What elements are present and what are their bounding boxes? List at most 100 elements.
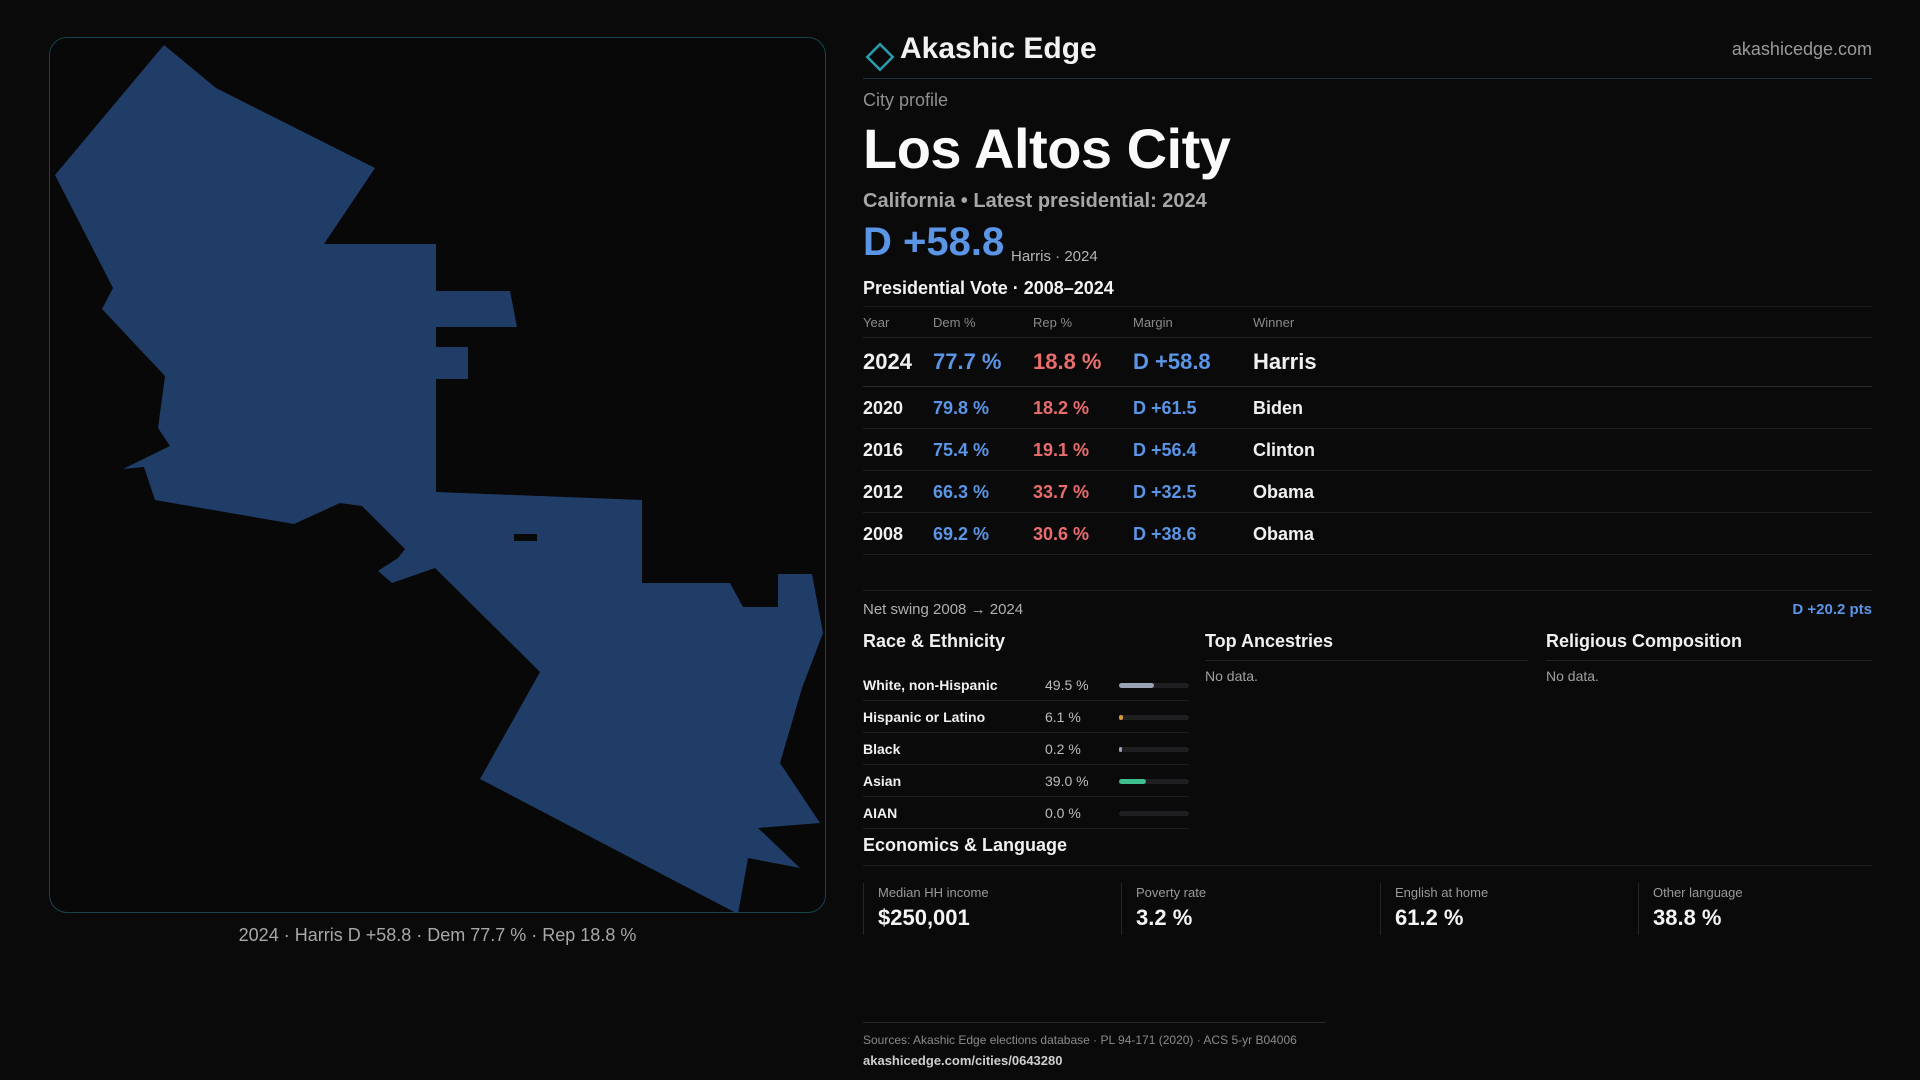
cell-winner: Obama xyxy=(1253,524,1315,544)
economics-section-title: Economics & Language xyxy=(863,835,1068,855)
table-row: 2016 75.4 % 19.1 % D +56.4 Clinton xyxy=(863,429,1872,471)
stat-label: Other language xyxy=(1653,885,1743,900)
vote-table-header: Year Dem % Rep % Margin Winner xyxy=(863,306,1872,338)
city-boundary-hole xyxy=(514,534,537,541)
col-header-year: Year xyxy=(863,315,890,330)
stat-card-poverty: Poverty rate 3.2 % xyxy=(1121,883,1371,935)
list-item: Asian 39.0 % xyxy=(863,764,1189,797)
stat-label: Median HH income xyxy=(878,885,989,900)
cell-margin: D +56.4 xyxy=(1133,440,1197,460)
race-bar-track xyxy=(1119,811,1189,816)
list-item: Black 0.2 % xyxy=(863,732,1189,765)
race-bar-track xyxy=(1119,779,1189,784)
race-bar-track xyxy=(1119,747,1189,752)
table-row: 2020 79.8 % 18.2 % D +61.5 Biden xyxy=(863,387,1872,429)
col-header-rep: Rep % xyxy=(1033,315,1073,330)
cell-winner: Harris xyxy=(1253,349,1317,374)
col-header-winner: Winner xyxy=(1253,315,1295,330)
headline-margin: D +58.8 xyxy=(863,220,1005,264)
ancestries-section-title: Top Ancestries xyxy=(1205,631,1334,651)
economics-divider xyxy=(863,865,1872,866)
race-value: 49.5 % xyxy=(1045,677,1089,693)
religion-section-title: Religious Composition xyxy=(1546,631,1742,651)
cell-dem: 75.4 % xyxy=(933,440,990,460)
vote-section-title: Presidential Vote · 2008–2024 xyxy=(863,278,1114,298)
cell-winner: Biden xyxy=(1253,398,1304,418)
cell-rep: 19.1 % xyxy=(1033,440,1090,460)
cell-dem: 79.8 % xyxy=(933,398,990,418)
stat-card-english: English at home 61.2 % xyxy=(1380,883,1630,935)
race-bar-fill xyxy=(1119,779,1147,784)
brand-site-link[interactable]: akashicedge.com xyxy=(1731,39,1872,59)
cell-rep: 18.8 % xyxy=(1033,349,1102,374)
race-value: 6.1 % xyxy=(1045,709,1081,725)
diamond-logo-icon xyxy=(865,42,895,72)
table-row: 2012 66.3 % 33.7 % D +32.5 Obama xyxy=(863,471,1872,513)
stat-value: 3.2 % xyxy=(1136,905,1193,930)
list-item: AIAN 0.0 % xyxy=(863,796,1189,829)
race-value: 39.0 % xyxy=(1045,773,1089,789)
race-bar-fill xyxy=(1119,715,1124,720)
profile-panel: Akashic Edge akashicedge.com City profil… xyxy=(863,28,1872,1068)
race-label: Black xyxy=(863,741,901,757)
sources-text: Sources: Akashic Edge elections database… xyxy=(863,1033,1297,1047)
vote-table: Year Dem % Rep % Margin Winner 2024 77.7… xyxy=(863,306,1872,555)
cell-year: 2008 xyxy=(863,524,904,544)
cell-rep: 18.2 % xyxy=(1033,398,1090,418)
stat-label: English at home xyxy=(1395,885,1489,900)
race-label: Hispanic or Latino xyxy=(863,709,986,725)
brand-header: Akashic Edge akashicedge.com xyxy=(863,28,1872,79)
religion-divider xyxy=(1546,660,1872,661)
cell-rep: 33.7 % xyxy=(1033,482,1090,502)
stat-card-income: Median HH income $250,001 xyxy=(863,883,1113,935)
cell-dem: 66.3 % xyxy=(933,482,990,502)
city-boundary-shape xyxy=(55,45,823,912)
cell-winner: Obama xyxy=(1253,482,1315,502)
brand-name: Akashic Edge xyxy=(900,32,1097,65)
stat-label: Poverty rate xyxy=(1136,885,1207,900)
ancestries-empty: No data. xyxy=(1205,668,1258,684)
race-label: Asian xyxy=(863,773,902,789)
race-section-title: Race & Ethnicity xyxy=(863,631,1006,651)
col-header-margin: Margin xyxy=(1133,315,1173,330)
table-row: 2008 69.2 % 30.6 % D +38.6 Obama xyxy=(863,513,1872,555)
cell-margin: D +38.6 xyxy=(1133,524,1197,544)
race-value: 0.0 % xyxy=(1045,805,1081,821)
page-subtitle: California • Latest presidential: 2024 xyxy=(863,190,1207,212)
ancestries-divider xyxy=(1205,660,1528,661)
net-swing-value: D +20.2 pts xyxy=(1792,601,1872,618)
map-caption: 2024 · Harris D +58.8 · Dem 77.7 % · Rep… xyxy=(238,925,637,945)
table-row: 2024 77.7 % 18.8 % D +58.8 Harris xyxy=(863,338,1872,387)
list-item: Hispanic or Latino 6.1 % xyxy=(863,700,1189,733)
stat-value: $250,001 xyxy=(878,905,970,930)
net-swing: Net swing 2008 → 2024 D +20.2 pts xyxy=(863,590,1872,621)
religion-empty: No data. xyxy=(1546,668,1599,684)
cell-rep: 30.6 % xyxy=(1033,524,1090,544)
sources-footer: Sources: Akashic Edge elections database… xyxy=(863,1022,1326,1068)
cell-year: 2012 xyxy=(863,482,904,502)
net-swing-label: Net swing 2008 → 2024 xyxy=(863,601,1024,618)
race-bar-track xyxy=(1119,715,1189,720)
page-title: Los Altos City xyxy=(863,117,1231,180)
cell-winner: Clinton xyxy=(1253,440,1315,460)
cell-margin: D +32.5 xyxy=(1133,482,1197,502)
stat-value: 61.2 % xyxy=(1395,905,1464,930)
list-item: White, non-Hispanic 49.5 % xyxy=(863,668,1189,701)
race-value: 0.2 % xyxy=(1045,741,1081,757)
stat-card-other-language: Other language 38.8 % xyxy=(1638,883,1888,935)
cell-year: 2020 xyxy=(863,398,904,418)
stat-value: 38.8 % xyxy=(1653,905,1722,930)
cell-year: 2024 xyxy=(863,349,912,374)
cell-dem: 69.2 % xyxy=(933,524,990,544)
cell-year: 2016 xyxy=(863,440,904,460)
race-bar-track xyxy=(1119,683,1189,688)
city-boundary-map xyxy=(55,45,823,912)
cell-margin: D +58.8 xyxy=(1133,349,1211,374)
city-map-panel xyxy=(49,37,826,913)
cell-margin: D +61.5 xyxy=(1133,398,1197,418)
race-label: White, non-Hispanic xyxy=(863,677,998,693)
headline-margin-note: Harris · 2024 xyxy=(1011,248,1098,265)
col-header-dem: Dem % xyxy=(933,315,976,330)
page-url-link[interactable]: akashicedge.com/cities/0643280 xyxy=(863,1053,1063,1068)
race-bar-fill xyxy=(1119,683,1154,688)
